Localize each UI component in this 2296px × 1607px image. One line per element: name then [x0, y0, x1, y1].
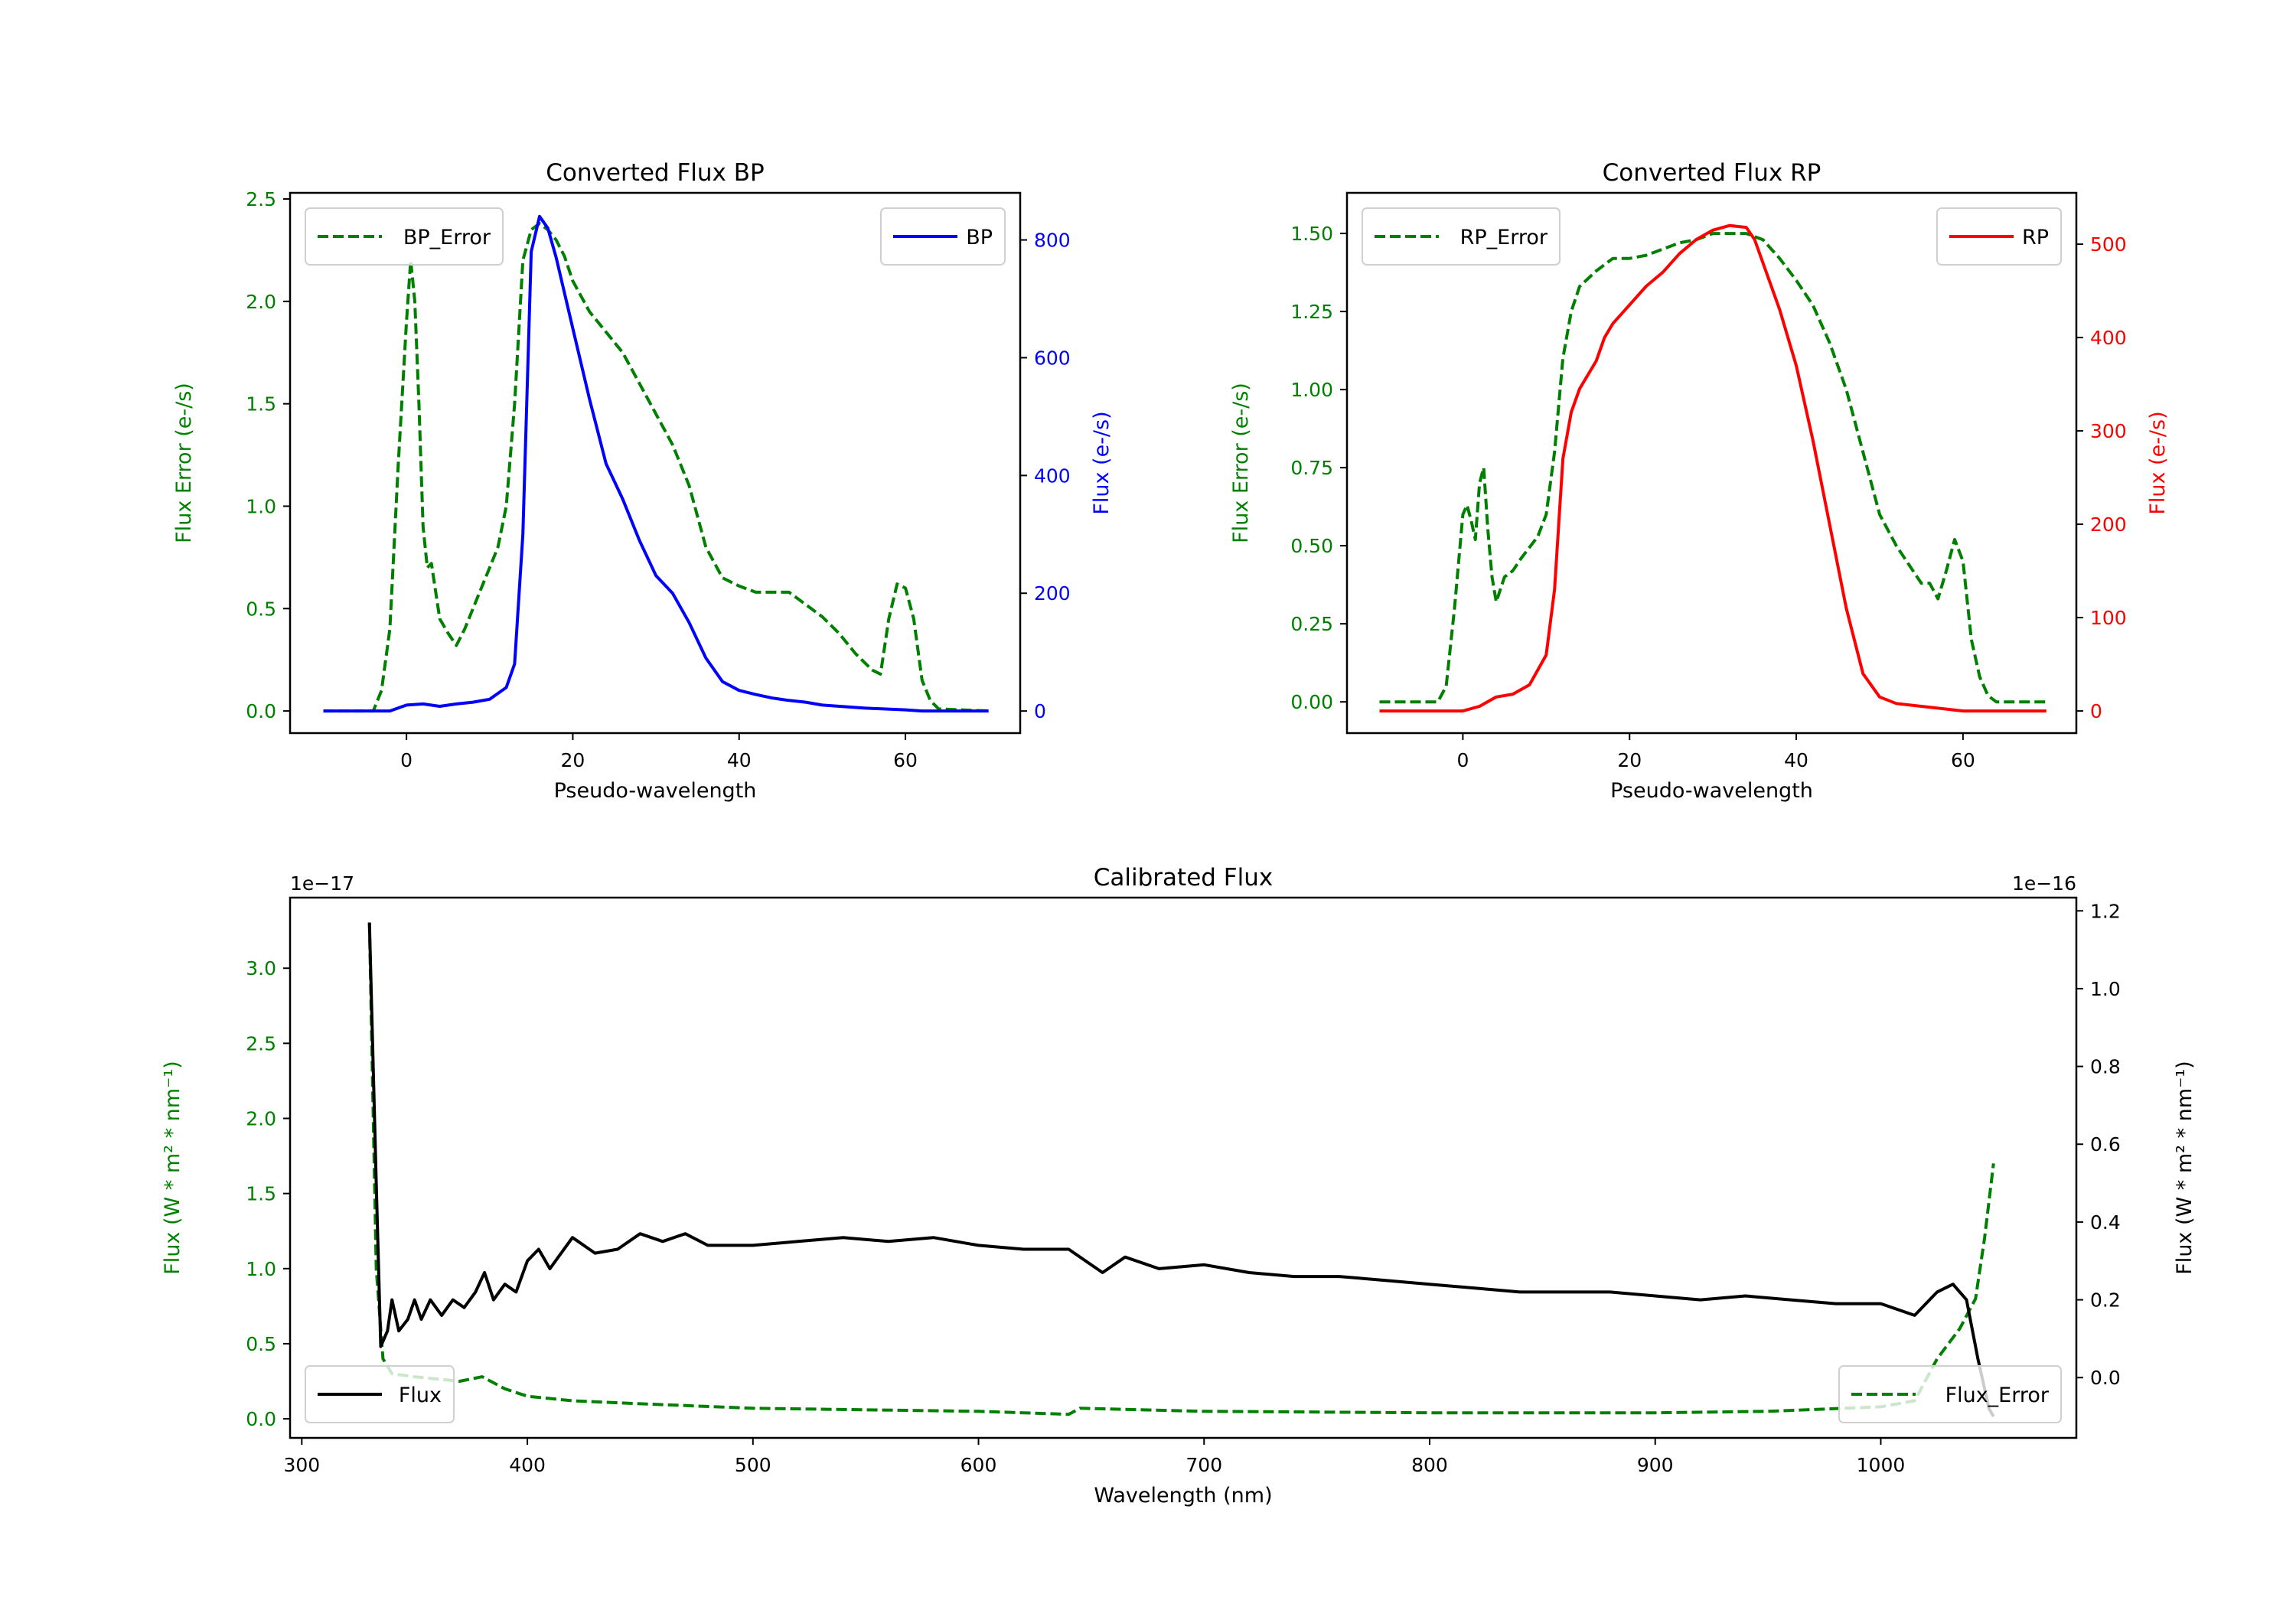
y-left-tick-label: 1.0 [246, 1258, 276, 1280]
y-left-tick-label: 3.0 [246, 957, 276, 980]
series-bp-error-line [323, 222, 989, 713]
y-left-axis-label: Flux Error (e-/s) [172, 383, 196, 543]
x-tick-label: 900 [1637, 1454, 1674, 1476]
y-right-tick-label: 0.8 [2090, 1056, 2121, 1078]
y-left-offset-text: 1e−17 [290, 872, 354, 895]
x-tick-label: 20 [1617, 749, 1642, 771]
y-left-axis-label: Flux (W * m² * nm⁻¹) [161, 1061, 184, 1274]
y-left-tick-label: 1.00 [1290, 379, 1333, 401]
legend-flux-error: Flux_Error [1838, 1365, 2062, 1423]
x-axis-label: Pseudo-wavelength [554, 779, 757, 803]
y-right-tick-label: 400 [2090, 327, 2127, 349]
series-flux-line [367, 922, 1995, 1418]
y-left-tick-label: 0.0 [246, 1408, 276, 1430]
y-left-tick-label: 2.5 [246, 1032, 276, 1054]
y-right-axis-label: Flux (e-/s) [1090, 411, 1114, 514]
x-tick-label: 60 [1951, 749, 1975, 771]
y-right-tick-label: 400 [1034, 464, 1071, 487]
bp-chart: 0 20 40 60 0.0 0.5 1.0 1.5 2.0 2.5 0 200 400 600 800 Co… [172, 159, 1114, 803]
x-tick-label: 600 [960, 1454, 997, 1476]
series-rp-line [1379, 223, 2047, 713]
y-right-tick-label: 300 [2090, 420, 2127, 442]
x-tick-label: 40 [1784, 749, 1808, 771]
y-left-tick-label: 1.5 [246, 1183, 276, 1205]
y-left-tick-label: 2.0 [246, 1108, 276, 1130]
series-bp-line [323, 214, 989, 713]
chart-title: Calibrated Flux [1094, 864, 1273, 892]
y-left-tick-label: 1.50 [1290, 223, 1333, 245]
legend-rp-error: RP_Error [1362, 207, 1561, 266]
rp-chart: 0 20 40 60 0.00 0.25 0.50 0.75 1.00 1.25 1.50 0 100 2… [1229, 159, 2170, 803]
y-right-offset-text: 1e−16 [2012, 872, 2076, 895]
x-tick-label: 40 [727, 749, 752, 771]
y-left-tick-label: 1.0 [246, 495, 276, 517]
y-right-tick-label: 200 [2090, 513, 2127, 536]
legend-label: RP [2022, 226, 2049, 249]
y-right-tick-label: 500 [2090, 233, 2127, 256]
y-left-tick-label: 0.5 [246, 1333, 276, 1355]
x-tick-label: 700 [1186, 1454, 1222, 1476]
y-left-tick-label: 1.25 [1290, 301, 1333, 323]
legend-bp-error: BP_Error [305, 207, 504, 266]
axes-frame [289, 191, 1022, 735]
y-right-tick-label: 600 [1034, 347, 1071, 369]
x-tick-label: 800 [1411, 1454, 1448, 1476]
y-right-tick-label: 1.2 [2090, 900, 2121, 922]
legend-bp: BP [880, 207, 1006, 266]
y-left-tick-label: 2.5 [246, 188, 276, 210]
legend-flux: Flux [305, 1365, 455, 1423]
y-right-tick-label: 0.6 [2090, 1133, 2121, 1156]
legend-box [305, 207, 504, 266]
legend-box [1362, 207, 1561, 266]
x-tick-label: 0 [1456, 749, 1469, 771]
x-tick-label: 400 [509, 1454, 546, 1476]
y-right-tick-label: 0 [1034, 700, 1046, 722]
axes-frame [1345, 191, 2078, 735]
legend-label: RP_Error [1460, 226, 1548, 249]
legend-rp: RP [1936, 207, 2062, 266]
series-flux-error-line [367, 923, 1995, 1416]
legend-label: BP_Error [403, 226, 491, 249]
y-right-tick-label: 1.0 [2090, 978, 2121, 1000]
x-tick-label: 0 [400, 749, 413, 771]
x-tick-label: 1000 [1857, 1454, 1906, 1476]
y-right-tick-label: 800 [1034, 230, 1071, 252]
x-axis-label: Pseudo-wavelength [1610, 779, 1813, 803]
legend-label: Flux_Error [1945, 1384, 2050, 1407]
cal-chart: 300 400 500 600 700 800 900 1000 0.0 0.5 1.0 1.5 2.0… [161, 864, 2197, 1508]
y-left-tick-label: 0.50 [1290, 535, 1333, 557]
series-rp-error-line [1379, 232, 2047, 704]
y-right-tick-label: 0 [2090, 700, 2102, 722]
axes-frame [289, 896, 2078, 1439]
x-axis-label: Wavelength (nm) [1094, 1484, 1272, 1508]
y-right-tick-label: 100 [2090, 607, 2127, 629]
legend-label: Flux [399, 1384, 442, 1407]
x-tick-label: 300 [283, 1454, 320, 1476]
y-left-tick-label: 0.25 [1290, 613, 1333, 635]
legend-box [1838, 1365, 2062, 1423]
y-left-tick-label: 0.5 [246, 598, 276, 620]
y-right-tick-label: 0.2 [2090, 1289, 2121, 1312]
y-left-tick-label: 1.5 [246, 393, 276, 416]
x-tick-label: 20 [561, 749, 585, 771]
y-right-axis-label: Flux (e-/s) [2146, 411, 2170, 514]
y-left-tick-label: 2.0 [246, 291, 276, 313]
chart-title: Converted Flux RP [1603, 159, 1821, 187]
y-left-axis-label: Flux Error (e-/s) [1229, 383, 1253, 543]
y-right-tick-label: 0.0 [2090, 1367, 2121, 1389]
y-right-axis-label: Flux (W * m² * nm⁻¹) [2173, 1061, 2197, 1274]
legend-label: BP [966, 226, 993, 249]
y-right-tick-label: 0.4 [2090, 1211, 2121, 1234]
y-left-tick-label: 0.0 [246, 700, 276, 722]
y-right-tick-label: 200 [1034, 582, 1071, 605]
y-left-tick-label: 0.75 [1290, 457, 1333, 479]
x-tick-label: 500 [735, 1454, 771, 1476]
x-tick-label: 60 [893, 749, 918, 771]
chart-title: Converted Flux BP [546, 159, 764, 187]
y-left-tick-label: 0.00 [1290, 691, 1333, 713]
